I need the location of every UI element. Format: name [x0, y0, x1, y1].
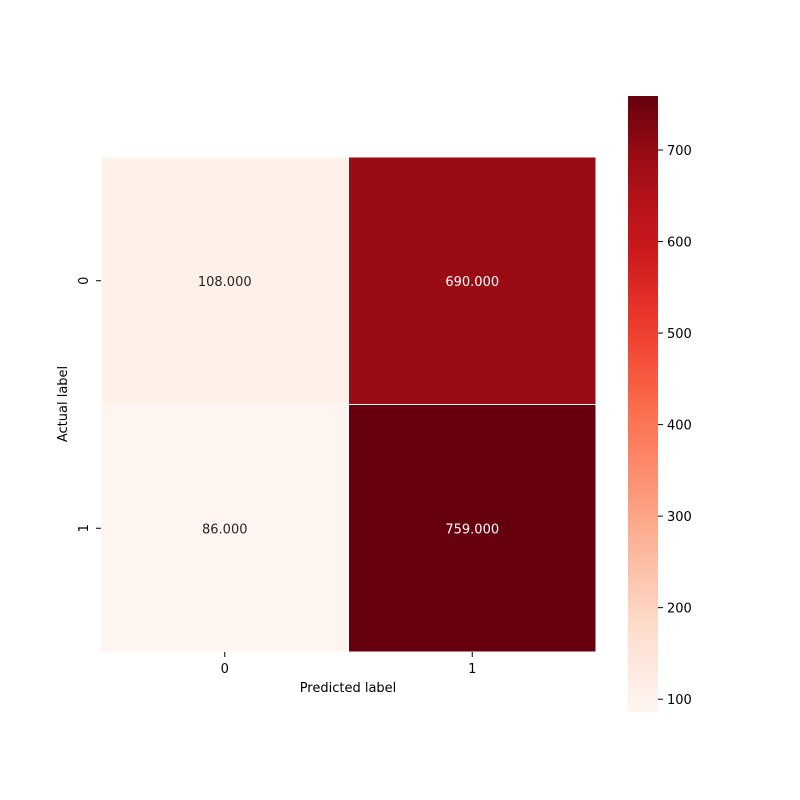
colorbar-tick-label: 400 — [667, 419, 692, 434]
cell-annotations: 108.000 690.000 86.000 759.000 — [198, 275, 499, 538]
colorbar: 100 200 300 400 500 600 700 — [628, 96, 692, 712]
colorbar-tick-label: 600 — [667, 236, 692, 251]
colorbar-tick-label: 300 — [667, 510, 692, 525]
x-tick-label: 1 — [468, 662, 476, 677]
y-tick-label: 0 — [77, 277, 92, 285]
cell-annotation-1-1: 759.000 — [445, 522, 499, 537]
colorbar-gradient — [628, 96, 658, 712]
cell-annotation-0-1: 690.000 — [445, 275, 499, 290]
x-tick-label: 0 — [221, 662, 229, 677]
x-axis-label: Predicted label — [300, 681, 397, 696]
y-axis-label: Actual label — [56, 366, 71, 442]
colorbar-tick-label: 500 — [667, 327, 692, 342]
heatmap-cell-0-1 — [348, 156, 597, 405]
heatmap-cell-1-0 — [100, 404, 349, 653]
heatmap-cell-0-0 — [100, 156, 349, 405]
cell-annotation-1-0: 86.000 — [202, 522, 248, 537]
colorbar-tick-label: 700 — [667, 144, 692, 159]
cell-annotation-0-0: 108.000 — [198, 275, 252, 290]
heatmap-cells — [100, 156, 597, 653]
y-axis: 01 — [77, 277, 101, 532]
colorbar-tick-label: 200 — [667, 602, 692, 617]
colorbar-tick-label: 100 — [667, 693, 692, 708]
y-tick-label: 1 — [77, 524, 92, 532]
heatmap-cell-1-1 — [348, 404, 597, 653]
